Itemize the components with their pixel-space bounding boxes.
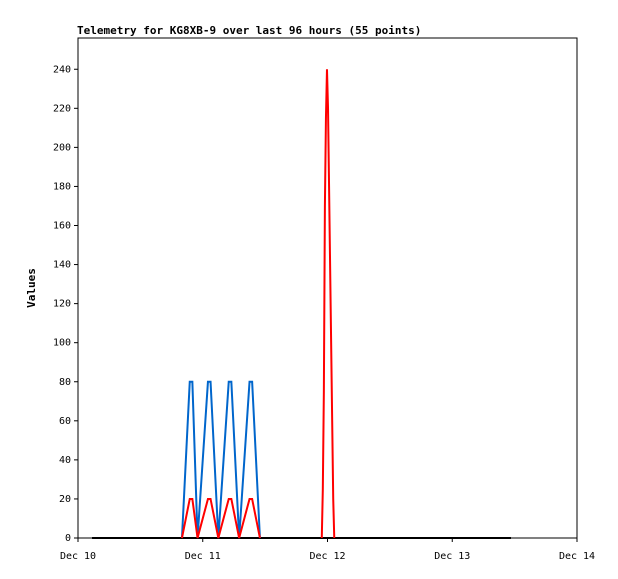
x-tick-label: Dec 13 [434,551,470,562]
y-tick-label: 100 [53,338,71,349]
y-tick-label: 140 [53,260,71,271]
x-tick-label: Dec 12 [309,551,345,562]
y-tick-label: 20 [59,494,71,505]
y-tick-label: 0 [65,533,71,544]
y-tick-label: 80 [59,377,71,388]
y-tick-label: 160 [53,221,71,232]
x-tick-label: Dec 11 [185,551,221,562]
y-tick-label: 180 [53,181,71,192]
chart-title: Telemetry for KG8XB-9 over last 96 hours… [77,24,421,37]
x-tick-label: Dec 10 [60,551,96,562]
series-line [320,69,336,539]
y-tick-label: 240 [53,64,71,75]
series-line [180,497,261,539]
y-tick-label: 200 [53,142,71,153]
y-tick-label: 120 [53,299,71,310]
y-tick-label: 40 [59,455,71,466]
y-tick-label: 60 [59,416,71,427]
y-axis-label: Values [25,268,38,308]
x-tick-label: Dec 14 [559,551,595,562]
y-tick-label: 220 [53,103,71,114]
